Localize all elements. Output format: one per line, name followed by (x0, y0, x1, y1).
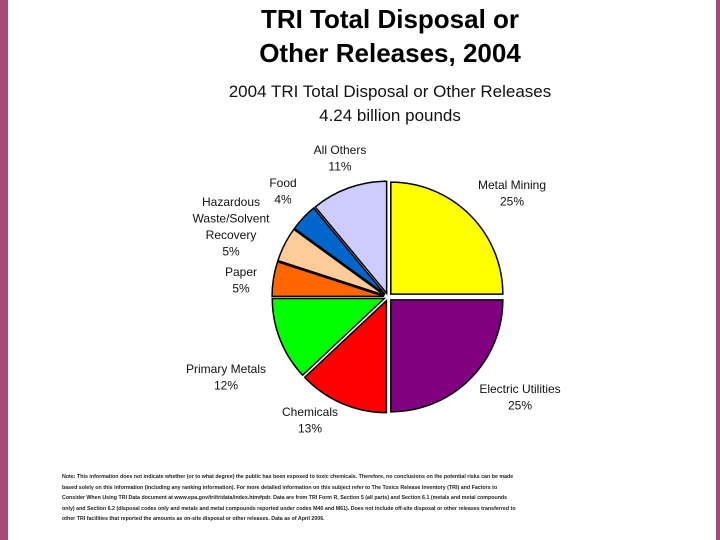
slice-name-label: Food (269, 176, 296, 190)
footnote-line: Note: This information does not indicate… (62, 474, 514, 480)
slice-value-label: 25% (500, 195, 524, 209)
slide-title: TRI Total Disposal or Other Releases, 20… (0, 2, 720, 70)
slice-name-label: Waste/Solvent (193, 212, 271, 226)
slice-value-label: 4% (274, 193, 292, 207)
slide-frame-right (716, 0, 720, 540)
slice-value-label: 25% (508, 399, 532, 413)
slice-name-label: Hazardous (202, 195, 260, 209)
slice-name-label: Recovery (206, 228, 257, 242)
pie-slice-primary-metals (271, 297, 387, 377)
footnote-line: only) and Section 6.2 (disposal codes on… (62, 505, 516, 512)
pie-slice-paper (271, 260, 385, 298)
slide-frame-left (0, 0, 8, 540)
slice-label: Paper 5% (225, 265, 257, 296)
chart-subtitle: 4.24 billion pounds (319, 106, 461, 125)
pie-slice-food (293, 206, 386, 295)
slide-title-line-1: TRI Total Disposal or (260, 4, 520, 34)
slice-name-label: Electric Utilities (479, 382, 560, 396)
slice-name-label: Metal Mining (478, 178, 546, 192)
slice-name-label: All Others (314, 143, 367, 157)
slice-value-label: 13% (298, 422, 322, 436)
slice-label: Metal Mining 25% (478, 178, 546, 209)
pie-slice-electric-utilities (390, 299, 504, 413)
footnote: Note: This information does not indicate… (62, 472, 714, 526)
slice-name-label: Primary Metals (186, 362, 266, 376)
slice-label: All Others 11% (314, 143, 367, 174)
slice-name-label: Chemicals (282, 405, 338, 419)
chart-title: 2004 TRI Total Disposal or Other Release… (228, 82, 552, 101)
pie-slice-all-others (314, 180, 388, 296)
slice-value-label: 11% (328, 160, 351, 174)
footnote-line: other TRI facilities that reported the a… (62, 516, 325, 522)
slice-name-label: Paper (225, 265, 257, 279)
footnote-line: based solely on this information (includ… (62, 484, 498, 491)
pie-slice-chemicals (303, 298, 388, 414)
slice-label: Chemicals 13% (282, 405, 338, 436)
slide-title-line-2: Other Releases, 2004 (259, 38, 521, 68)
slice-value-label: 5% (222, 245, 240, 259)
slice-label: Food 4% (269, 176, 296, 207)
slice-label: Hazardous Waste/Solvent Recovery 5% (193, 195, 271, 259)
slice-value-label: 5% (232, 282, 250, 296)
slice-label: Electric Utilities 25% (479, 382, 560, 413)
pie-slice-metal-mining (390, 181, 504, 295)
slice-value-label: 12% (214, 379, 238, 393)
pie-slice-hazardous-waste-solvent-recovery (276, 228, 385, 296)
footnote-line: Consider When Using TRI Data document at… (62, 495, 508, 501)
slice-label: Primary Metals 12% (186, 362, 266, 393)
